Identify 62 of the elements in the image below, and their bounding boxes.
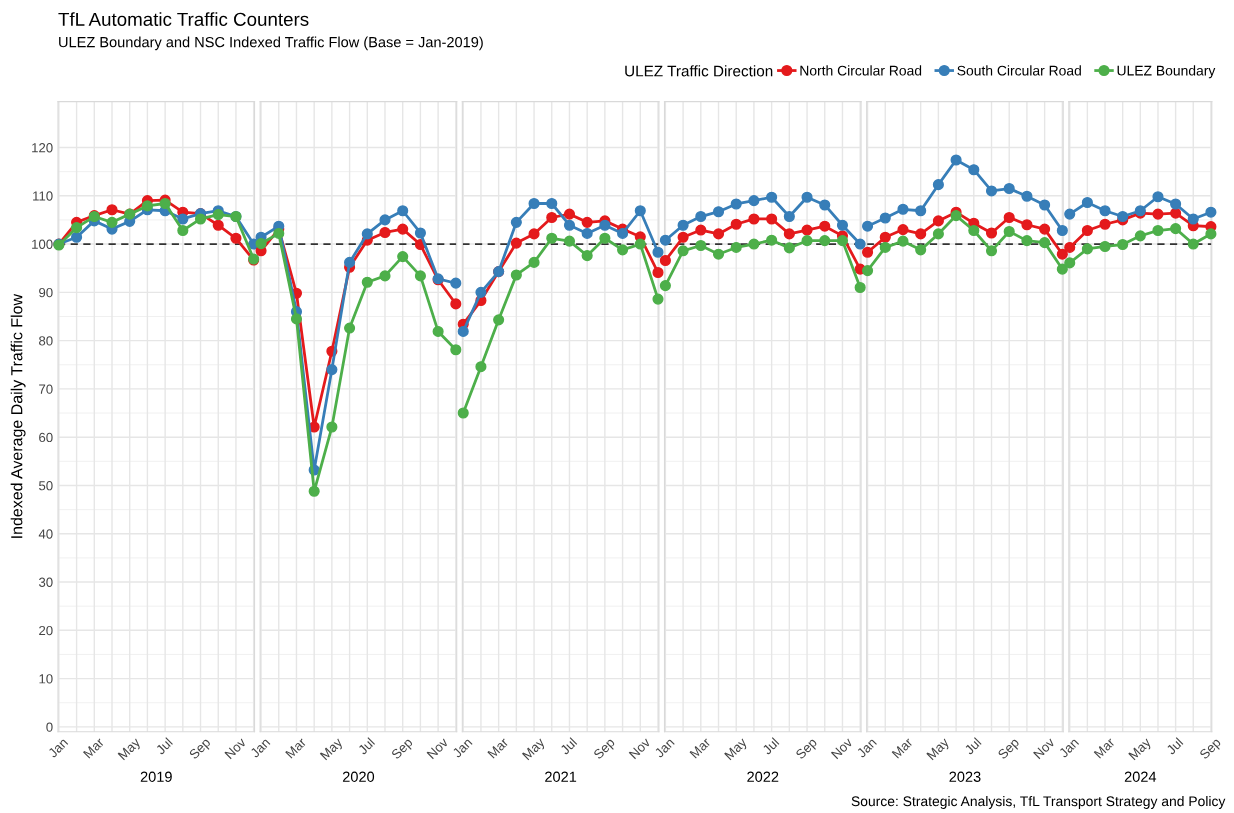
y-axis-title: Indexed Average Daily Traffic Flow [10, 293, 26, 538]
x-tick-label: Sep [1198, 737, 1224, 762]
chart-title: TfL Automatic Traffic Counters [58, 12, 309, 26]
x-tick-label: May [1128, 736, 1154, 763]
legend-label: North Circular Road [800, 65, 922, 76]
x-tick-label: Mar [83, 737, 105, 759]
y-tick-label: 0 [46, 722, 53, 732]
y-tick-label: 50 [38, 481, 53, 491]
x-tick-label: Mar [891, 737, 914, 759]
x-tick-label: Sep [592, 737, 618, 762]
y-tick-label: 20 [39, 625, 53, 636]
x-tick-label: Jul [154, 737, 173, 756]
y-tick-label: 40 [38, 529, 53, 539]
legend-label: ULEZ Boundary [1117, 65, 1216, 79]
y-tick-label: 80 [39, 336, 53, 346]
x-tick-label: Jan [1058, 737, 1080, 759]
x-tick-label: Jul [357, 737, 376, 756]
x-axis-title: 2019 [140, 771, 172, 782]
x-tick-label: Jan [654, 737, 675, 759]
x-tick-label: Jul [1165, 737, 1184, 756]
x-tick-label: Jan [47, 737, 69, 759]
y-tick-label: 110 [33, 191, 53, 201]
y-tick-label: 30 [38, 577, 53, 587]
y-tick-label: 60 [39, 432, 53, 443]
x-tick-label: Jan [451, 737, 473, 759]
x-tick-label: Nov [224, 736, 247, 760]
x-tick-label: Sep [795, 737, 820, 762]
x-tick-label: Sep [997, 737, 1022, 762]
x-axis-title: 2020 [342, 771, 375, 782]
x-tick-label: Mar [487, 737, 510, 759]
x-tick-label: Nov [830, 736, 854, 760]
x-tick-label: Nov [628, 736, 652, 760]
x-axis-title: 2024 [1124, 771, 1157, 782]
x-tick-label: Sep [188, 737, 213, 762]
y-tick-label: 10 [39, 674, 53, 684]
x-tick-label: Nov [426, 736, 449, 760]
x-tick-label: May [117, 736, 143, 763]
x-tick-label: Mar [285, 737, 307, 759]
x-tick-label: May [319, 736, 346, 763]
x-tick-label: May [522, 736, 548, 763]
x-tick-label: Jul [559, 737, 578, 756]
x-tick-label: May [724, 736, 750, 763]
x-tick-label: Jan [856, 737, 877, 759]
x-axis-title: 2021 [545, 771, 577, 782]
chart-subtitle: ULEZ Boundary and NSC Indexed Traffic Flow (Base = Jan-2019) [59, 36, 483, 51]
legend-title: ULEZ Traffic Direction [625, 65, 773, 77]
x-axis-title: 2022 [747, 771, 779, 782]
source-note: Source: Strategic Analysis, TfL Transport Strategy and Policy [851, 795, 1226, 809]
legend-label: South Circular Road [957, 65, 1081, 76]
x-tick-label: Jul [963, 737, 982, 756]
x-tick-label: Nov [1033, 736, 1056, 760]
y-tick-label: 90 [39, 287, 53, 298]
x-tick-label: Jan [249, 737, 271, 759]
y-tick-label: 120 [32, 143, 53, 153]
y-tick-label: 100 [32, 239, 53, 249]
y-tick-label: 70 [39, 384, 53, 394]
x-tick-label: Sep [390, 737, 415, 762]
x-tick-label: May [926, 736, 952, 763]
x-tick-label: Jul [761, 737, 780, 756]
x-tick-label: Mar [1093, 737, 1116, 759]
x-tick-label: Mar [689, 737, 712, 759]
x-axis-title: 2023 [949, 771, 981, 782]
